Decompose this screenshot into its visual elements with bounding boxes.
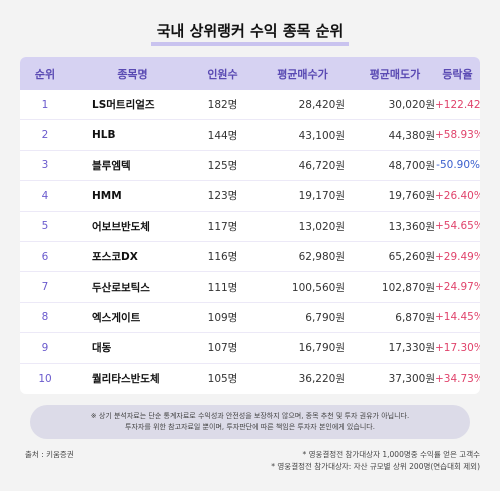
- stock-name-cell: 퀄리타스반도체: [92, 373, 160, 386]
- rate-cell: +26.40%: [435, 189, 480, 202]
- rank-cell: 9: [41, 341, 49, 354]
- stock-name-cell: HMM: [92, 189, 122, 202]
- count-cell: 111명: [207, 281, 238, 294]
- header-buy: 평균매수가: [277, 67, 328, 81]
- stock-name-cell: 블루엠텍: [92, 159, 131, 172]
- table-row: 6 포스코DX 116명 62,980원 65,260원 +29.49%: [20, 242, 480, 273]
- avg-buy-cell: 43,100원: [298, 129, 345, 142]
- rank-cell: 8: [41, 311, 49, 324]
- avg-sell-cell: 102,870원: [381, 281, 435, 294]
- disclaimer-line-1: ※ 상기 분석자료는 단순 통계자료로 수익성과 안전성을 보장하지 않으며, …: [90, 412, 410, 420]
- table-row: 5 어보브반도체 117명 13,020원 13,360원 +54.65%: [20, 212, 480, 242]
- rate-cell: +29.49%: [435, 250, 480, 263]
- page-title: 국내 상위랭커 수익 종목 순위: [0, 22, 500, 46]
- rate-cell: -50.90%: [436, 159, 480, 172]
- avg-buy-cell: 62,980원: [298, 251, 345, 264]
- avg-buy-cell: 6,790원: [305, 311, 345, 324]
- footnote-1: * 영웅결정전 참가대상자 1,000명중 수익률 얻은 고객수: [302, 450, 480, 459]
- header-rank: 순위: [34, 67, 56, 81]
- stock-name-cell: 어보브반도체: [92, 220, 150, 233]
- table-body: 1 LS머트리얼즈 182명 28,420원 30,020원+122.42% 2 HLB 14…: [20, 90, 480, 394]
- stock-name-cell: HLB: [92, 129, 116, 142]
- footnote-2: * 영웅결정전 참가대상자: 자산 규모별 상위 200명(연습대회 제외): [271, 462, 480, 471]
- stock-name-cell: 엑스게이트: [92, 311, 141, 324]
- source-label: 출처 : 키움증권: [25, 450, 74, 459]
- count-cell: 105명: [207, 373, 238, 386]
- rank-cell: 1: [41, 98, 49, 111]
- page-title-text: 국내 상위랭커 수익 종목 순위: [150, 22, 350, 46]
- count-cell: 109명: [207, 311, 238, 324]
- table-row: 3 블루엠텍 125명 46,720원 48,700원 -50.90%: [20, 151, 480, 182]
- count-cell: 116명: [207, 251, 238, 264]
- count-cell: 182명: [207, 99, 238, 112]
- table-row: 2 HLB 144명 43,100원 44,380원 +58.93%: [20, 120, 480, 151]
- avg-buy-cell: 28,420원: [298, 99, 345, 112]
- count-cell: 107명: [207, 342, 238, 355]
- rate-cell: +24.97%: [435, 281, 480, 294]
- avg-buy-cell: 36,220원: [298, 373, 345, 386]
- header-name: 종목명: [117, 67, 148, 81]
- rate-cell: +14.45%: [435, 311, 480, 324]
- rate-cell: +122.42%: [435, 98, 480, 111]
- avg-sell-cell: 13,360원: [388, 220, 435, 233]
- rank-cell: 4: [41, 189, 49, 202]
- table-row: 8 엑스게이트 109명 6,790원 6,870원 +14.45%: [20, 303, 480, 334]
- table-row: 7 두산로보틱스 111명 100,560원 102,870원 +24.97%: [20, 272, 480, 303]
- table-row: 1 LS머트리얼즈 182명 28,420원 30,020원+122.42%: [20, 90, 480, 121]
- header-count: 인원수: [207, 67, 238, 81]
- count-cell: 117명: [207, 220, 238, 233]
- table-row: 9 대동 107명 16,790원 17,330원 +17.30%: [20, 333, 480, 364]
- rate-cell: +34.73%: [435, 372, 480, 385]
- count-cell: 125명: [207, 159, 238, 172]
- header-rate: 등락율: [442, 67, 473, 81]
- rank-cell: 5: [41, 220, 49, 233]
- count-cell: 123명: [207, 190, 238, 203]
- rank-cell: 10: [38, 372, 52, 385]
- rate-cell: +58.93%: [435, 129, 480, 142]
- avg-sell-cell: 37,300원: [388, 373, 435, 386]
- avg-sell-cell: 19,760원: [388, 190, 435, 203]
- ranking-table: 순위 종목명 인원수 평균매수가 평균매도가 등락율 1 LS머트리얼즈 182명 2…: [20, 57, 480, 394]
- rank-cell: 2: [41, 129, 49, 142]
- table-row: 4 HMM 123명 19,170원 19,760원 +26.40%: [20, 181, 480, 212]
- avg-buy-cell: 13,020원: [298, 220, 345, 233]
- avg-buy-cell: 100,560원: [291, 281, 345, 294]
- avg-sell-cell: 17,330원: [388, 342, 435, 355]
- stock-name-cell: 포스코DX: [92, 251, 138, 264]
- rank-cell: 7: [41, 281, 49, 294]
- avg-sell-cell: 65,260원: [388, 251, 435, 264]
- rank-cell: 3: [41, 159, 49, 172]
- avg-sell-cell: 44,380원: [388, 129, 435, 142]
- avg-buy-cell: 46,720원: [298, 159, 345, 172]
- avg-sell-cell: 6,870원: [395, 311, 435, 324]
- avg-sell-cell: 30,020원: [388, 99, 435, 112]
- table-row: 10 퀄리타스반도체 105명 36,220원 37,300원 +34.73%: [20, 364, 480, 394]
- avg-sell-cell: 48,700원: [388, 159, 435, 172]
- disclaimer-line-2: 투자자를 위한 참고자료일 뿐이며, 투자판단에 따른 책임은 투자자 본인에게…: [125, 423, 375, 431]
- disclaimer-note: ※ 상기 분석자료는 단순 통계자료로 수익성과 안전성을 보장하지 않으며, …: [30, 405, 470, 439]
- avg-buy-cell: 19,170원: [298, 190, 345, 203]
- rank-cell: 6: [41, 250, 49, 263]
- rate-cell: +17.30%: [435, 341, 480, 354]
- count-cell: 144명: [207, 129, 238, 142]
- table-header: 순위 종목명 인원수 평균매수가 평균매도가 등락율: [20, 57, 480, 90]
- stock-name-cell: LS머트리얼즈: [92, 99, 155, 112]
- stock-name-cell: 두산로보틱스: [92, 281, 150, 294]
- stock-name-cell: 대동: [92, 342, 112, 355]
- avg-buy-cell: 16,790원: [298, 342, 345, 355]
- header-sell: 평균매도가: [369, 67, 421, 81]
- rate-cell: +54.65%: [435, 220, 480, 233]
